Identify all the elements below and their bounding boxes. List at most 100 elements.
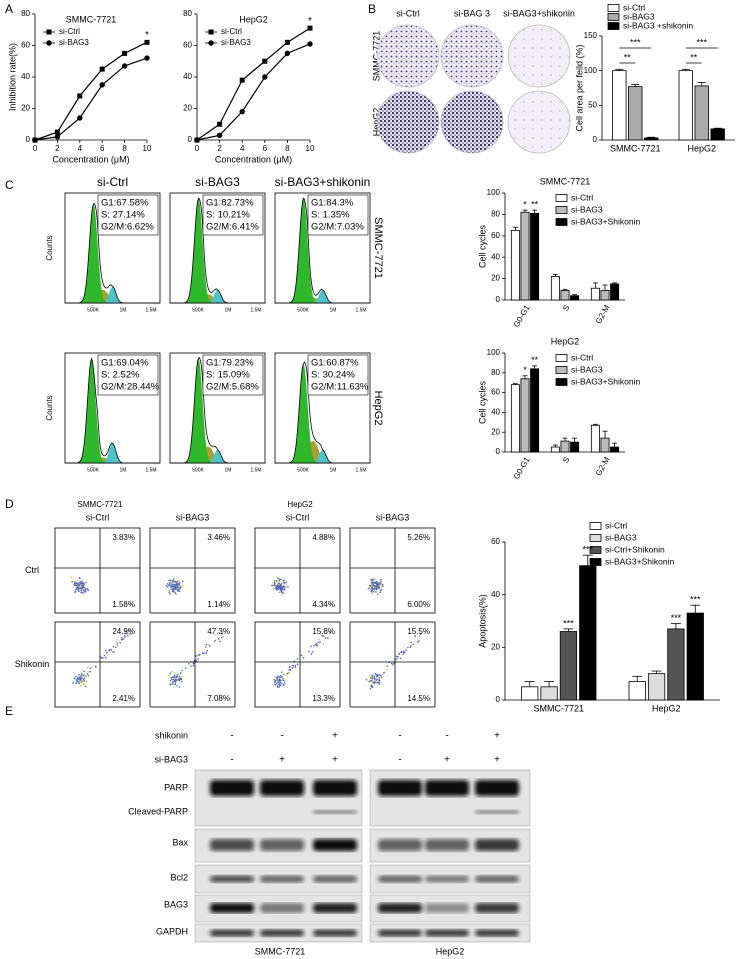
annotation: *** [630, 37, 641, 47]
flow-dot [380, 681, 382, 684]
flow-dot [86, 588, 89, 590]
marker [99, 82, 105, 88]
colony-image [440, 24, 504, 88]
flow-dot [80, 672, 83, 675]
marker [144, 39, 150, 45]
blot-band [425, 875, 469, 883]
flow-dot [176, 588, 179, 591]
flow-dot [172, 678, 175, 681]
flow-dot [373, 578, 376, 580]
flow-dot [127, 634, 129, 637]
y-tick-label: 100 [487, 348, 501, 357]
flow-dot [174, 592, 177, 595]
flow-dot [112, 645, 115, 648]
marker [307, 41, 313, 47]
flow-dot [100, 657, 103, 659]
flow-dot [284, 582, 286, 585]
quadrant-value: 24.9% [112, 627, 135, 636]
colony-image [440, 90, 504, 154]
flow-dot [174, 677, 177, 680]
flow-dot [278, 591, 281, 593]
flow-dot [222, 635, 224, 638]
flow-dot [94, 665, 97, 668]
colony-image [507, 24, 571, 88]
stats-text: G1:79.23% [206, 358, 254, 369]
y-tick-label: 80 [21, 9, 30, 18]
blot-band [313, 810, 357, 814]
marker [77, 115, 83, 121]
flow-dot [371, 677, 374, 679]
flow-dot [87, 671, 90, 673]
stats-text: S: 10.21% [206, 210, 250, 221]
flow-dot [373, 678, 376, 680]
quadrant-value: 3.83% [112, 533, 135, 542]
marker [54, 129, 60, 135]
flow-dot [81, 587, 83, 589]
blot-band [210, 875, 254, 883]
flow-frame [54, 621, 141, 708]
flow-dot [110, 649, 113, 651]
flow-dot [399, 657, 402, 660]
flow-dot [372, 584, 375, 587]
flow-dot [292, 664, 294, 667]
flow-dot [277, 586, 280, 589]
stats-text: G1:82.73% [206, 198, 254, 209]
annotation: * [308, 16, 312, 27]
x-tick-label: G2-M [594, 303, 612, 325]
flow-dot [377, 674, 380, 676]
flow-dot [86, 666, 89, 669]
x-tick-label: 2 [55, 144, 60, 153]
bar [521, 686, 539, 701]
annotation: ** [531, 355, 539, 365]
y-tick-label: 0 [188, 135, 193, 144]
flow-dot [173, 676, 176, 678]
x-tick-label: 1.5M [355, 467, 366, 473]
bar [644, 137, 659, 141]
flow-dot [215, 634, 217, 636]
flow-dot [371, 580, 373, 582]
flow-dot [173, 591, 176, 594]
treatment-sign: - [280, 731, 283, 742]
flow-dot [188, 663, 190, 665]
colony-image [376, 24, 440, 88]
bar [559, 631, 578, 701]
flow-dot [386, 665, 389, 667]
flow-dot [174, 682, 177, 684]
legend-marker [46, 40, 52, 46]
flow-dot [116, 644, 119, 647]
x-axis-label: Concentration (μM) [215, 154, 292, 164]
cell-line-label: HepG2 [436, 946, 465, 956]
flow-dot [296, 657, 299, 660]
row-label: SMMC-7721 [372, 217, 384, 279]
flow-dot [79, 583, 81, 586]
histogram-g1 [275, 198, 370, 303]
flow-dot [175, 679, 178, 681]
flow-dot [168, 579, 170, 582]
flow-dot [280, 586, 283, 588]
treatment-label: shikonin [155, 730, 188, 740]
flow-dot [171, 682, 173, 685]
flow-dot [373, 681, 376, 684]
x-tick-label: 6 [100, 144, 105, 153]
flow-dot [83, 680, 85, 682]
flow-dot [170, 588, 172, 590]
quadrant-value: 14.5% [407, 694, 430, 703]
flow-dot [84, 685, 87, 688]
flow-dot [277, 684, 279, 687]
flow-dot [378, 682, 381, 685]
column-title: si-BAG3 [195, 175, 240, 189]
bar [560, 289, 570, 301]
flow-dot [273, 587, 275, 590]
flow-dot [73, 582, 76, 585]
y-axis-label: Counts [45, 395, 54, 420]
flow-dot [205, 646, 207, 648]
flow-dot [378, 585, 381, 588]
flow-dot [278, 583, 280, 586]
y-tick-label: 40 [491, 252, 500, 261]
flow-dot [77, 582, 80, 584]
flow-dot [104, 649, 107, 652]
stats-text: G2/M:7.03% [311, 222, 364, 233]
x-tick-label: 6 [263, 144, 268, 153]
legend-swatch [607, 13, 620, 21]
flow-dot [180, 586, 183, 589]
